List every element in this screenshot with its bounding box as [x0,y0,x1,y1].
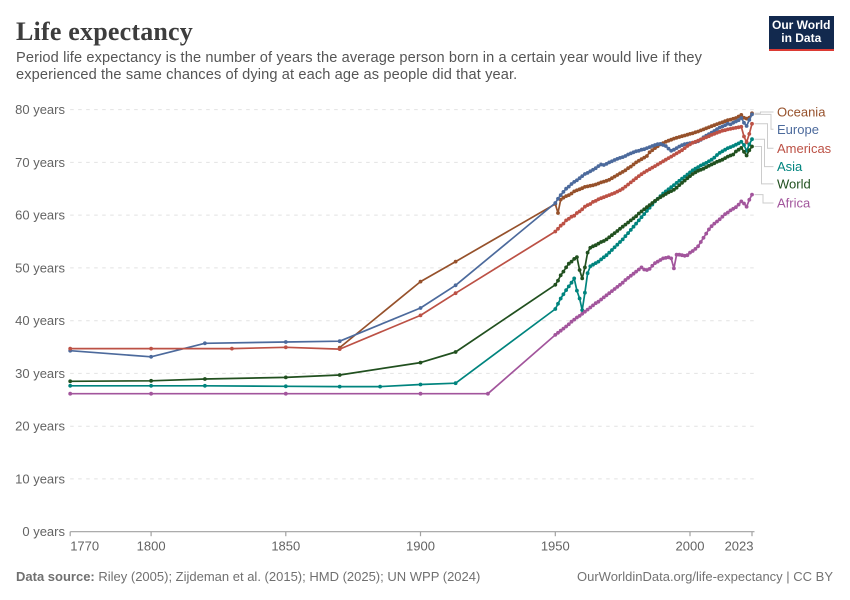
svg-text:60 years: 60 years [15,208,65,223]
svg-text:30 years: 30 years [15,366,65,381]
svg-text:2000: 2000 [676,539,705,554]
svg-text:Asia: Asia [777,159,803,174]
svg-text:0 years: 0 years [22,524,65,539]
svg-text:1900: 1900 [406,539,435,554]
svg-text:Africa: Africa [777,196,811,211]
svg-text:10 years: 10 years [15,471,65,486]
svg-text:World: World [777,177,811,192]
svg-text:20 years: 20 years [15,419,65,434]
svg-text:1850: 1850 [271,539,300,554]
svg-text:40 years: 40 years [15,313,65,328]
svg-text:80 years: 80 years [15,102,65,117]
svg-text:50 years: 50 years [15,260,65,275]
svg-text:Americas: Americas [777,141,832,156]
svg-text:1800: 1800 [137,539,166,554]
svg-text:1770: 1770 [70,539,99,554]
svg-text:Europe: Europe [777,122,819,137]
svg-text:70 years: 70 years [15,155,65,170]
svg-text:Oceania: Oceania [777,105,826,120]
svg-text:2023: 2023 [725,539,754,554]
svg-text:1950: 1950 [541,539,570,554]
